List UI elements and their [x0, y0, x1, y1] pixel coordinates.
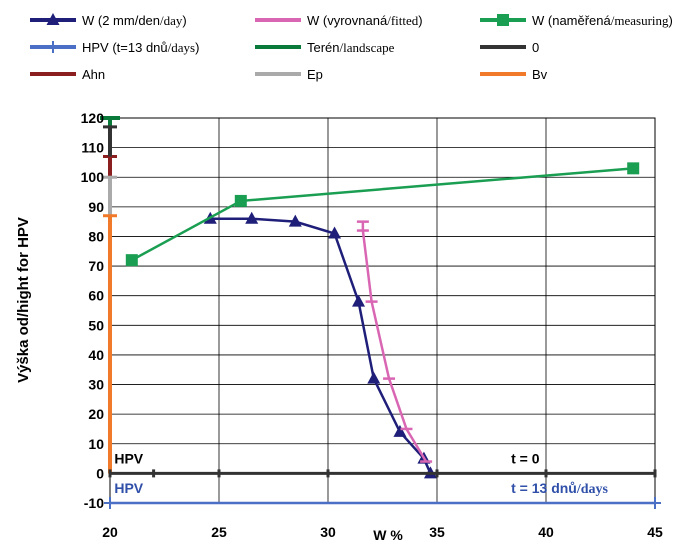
y-tick-label: 100 — [81, 169, 105, 185]
series-zero — [108, 469, 657, 478]
legend-label: W (vyrovnaná/fitted) — [307, 13, 423, 28]
series-wmeas — [125, 162, 640, 267]
x-tick-label: 30 — [320, 524, 336, 540]
legend-item-teren: Terén/landscape — [255, 40, 395, 55]
y-tick-label: 120 — [81, 110, 105, 126]
y-tick-label: 40 — [88, 347, 104, 363]
legend-label: Ep — [307, 67, 323, 82]
y-tick-label: 30 — [88, 377, 104, 393]
vertical-segments — [100, 116, 120, 474]
x-tick-label: 45 — [647, 524, 663, 540]
annotation-t13: t = 13 dnů/days — [511, 480, 608, 497]
point-wmeas — [627, 162, 640, 175]
annotations: HPV t = 0 HPV t = 13 dnů/days — [114, 451, 608, 498]
x-tick-label: 40 — [538, 524, 554, 540]
legend-label: HPV (t=13 dnů/days) — [82, 40, 199, 55]
y-tick-label: 70 — [88, 258, 104, 274]
legend-item-w2: W (2 mm/den/day) — [30, 13, 187, 28]
legend-item-hpv: HPV (t=13 dnů/days) — [30, 40, 199, 55]
point-hpv — [104, 497, 116, 509]
y-axis-label: Výška od/hight for HPV — [15, 217, 32, 383]
point-w2 — [352, 294, 366, 307]
point-w2 — [288, 214, 302, 227]
legend: W (2 mm/den/day) W (vyrovnaná/fitted) W (n… — [30, 13, 673, 82]
y-tick-label: 20 — [88, 406, 104, 422]
x-tick-label: 20 — [102, 524, 118, 540]
x-axis-label: W % — [373, 527, 403, 543]
y-tick-label: 60 — [88, 288, 104, 304]
legend-marker — [497, 14, 509, 26]
x-tick-label: 35 — [429, 524, 445, 540]
point-wmeas — [234, 194, 247, 207]
legend-item-wmeas: W (naměřená/measuring) — [480, 13, 673, 28]
legend-label: Terén/landscape — [307, 40, 395, 55]
y-tick-label: 80 — [88, 228, 104, 244]
legend-label: 0 — [532, 40, 539, 55]
legend-marker — [46, 13, 60, 25]
point-w2 — [328, 226, 342, 239]
series-hpv — [104, 497, 661, 509]
legend-item-ahn: Ahn — [30, 67, 105, 82]
legend-item-ep: Ep — [255, 67, 323, 82]
y-tick-label: 50 — [88, 317, 104, 333]
point-w2 — [245, 211, 259, 224]
plot-area — [109, 117, 656, 504]
y-tick-label: 110 — [81, 140, 104, 156]
y-tick-label: 0 — [96, 465, 104, 481]
annotation-t0: t = 0 — [511, 451, 540, 467]
point-wmeas — [125, 254, 138, 267]
legend-label: Ahn — [82, 67, 105, 82]
legend-item-zero: 0 — [480, 40, 539, 55]
point-hpv — [649, 497, 661, 509]
series-line-wfit — [361, 221, 428, 463]
annotation-hpv13: HPV — [114, 480, 143, 496]
series-wfit — [356, 220, 433, 463]
y-tick-label: -10 — [84, 495, 104, 511]
legend-label: W (naměřená/measuring) — [532, 13, 673, 28]
legend-item-bv: Bv — [480, 67, 548, 82]
x-tick-label: 25 — [211, 524, 227, 540]
legend-item-wfit: W (vyrovnaná/fitted) — [255, 13, 423, 28]
axes: -10 0 10 20 30 40 50 60 70 80 90 100 110 120 20 25 30 35 4… — [81, 110, 663, 540]
legend-label: W (2 mm/den/day) — [82, 13, 187, 28]
y-tick-label: 90 — [88, 199, 104, 215]
legend-marker — [47, 41, 59, 53]
annotation-hpv0: HPV — [114, 451, 143, 467]
y-tick-label: 10 — [88, 436, 104, 452]
plot-frame — [109, 117, 656, 504]
point-w2 — [393, 424, 407, 437]
point-w2 — [367, 371, 381, 384]
series-layer — [104, 162, 661, 509]
legend-label: Bv — [532, 67, 548, 82]
